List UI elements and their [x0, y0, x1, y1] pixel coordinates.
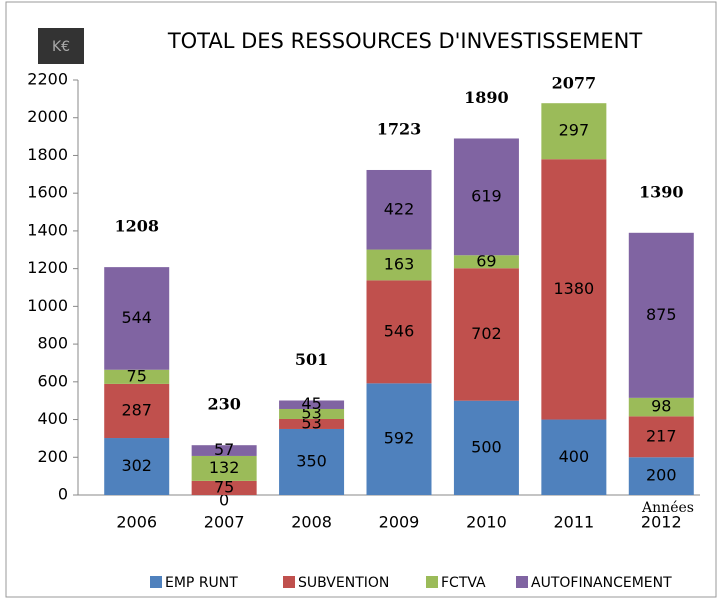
legend-label: EMP RUNT [165, 575, 238, 591]
data-label: 546 [384, 321, 415, 340]
x-tick-label: 2011 [553, 513, 594, 532]
unit-box [38, 28, 84, 64]
legend-label: FCTVA [441, 575, 486, 591]
x-tick-label: 2012 [641, 513, 682, 532]
bar-segment [366, 383, 432, 495]
bar-segment [191, 455, 257, 481]
data-label: 422 [384, 199, 415, 218]
y-tick-label: 2200 [27, 70, 68, 89]
bar-segment [453, 138, 519, 256]
unit-label: K€ [52, 39, 70, 55]
bar-segment [279, 418, 345, 429]
data-label: 98 [651, 397, 671, 416]
total-label: 2077 [552, 74, 597, 93]
bar-segment [366, 280, 432, 384]
bar-segment [104, 267, 170, 370]
y-tick-label: 2000 [27, 107, 68, 126]
data-label: 0 [219, 491, 229, 510]
bar-segment [104, 369, 170, 384]
bar-segment [453, 268, 519, 401]
data-label: 217 [646, 426, 677, 445]
chart-title: TOTAL DES RESSOURCES D'INVESTISSEMENT [167, 29, 642, 53]
data-label: 200 [646, 466, 677, 485]
x-tick-label: 2007 [204, 513, 245, 532]
bar-segment [279, 428, 345, 495]
y-tick-label: 1600 [27, 183, 68, 202]
bar-segment [279, 400, 345, 409]
data-label: 75 [214, 477, 234, 496]
data-label: 132 [209, 458, 240, 477]
x-axis-label: Années [641, 500, 694, 516]
bar-segment [366, 249, 432, 281]
y-tick-label: 200 [37, 447, 68, 466]
data-label: 75 [127, 366, 147, 385]
data-label: 287 [121, 400, 152, 419]
y-tick-label: 800 [37, 334, 68, 353]
x-tick-label: 2010 [466, 513, 507, 532]
data-label: 302 [121, 456, 152, 475]
total-label: 1723 [377, 119, 422, 138]
chart-frame [5, 1, 717, 598]
y-tick-label: 400 [37, 409, 68, 428]
legend-swatch [283, 576, 295, 588]
total-label: 1208 [114, 217, 159, 236]
bar-segment [453, 400, 519, 495]
total-label: 1390 [639, 182, 684, 201]
data-label: 1380 [553, 279, 594, 298]
bar-segment [453, 255, 519, 269]
bar-segment [628, 232, 694, 398]
y-tick-label: 1800 [27, 145, 68, 164]
y-tick-label: 0 [58, 485, 68, 504]
bar-segment [366, 169, 432, 250]
y-tick-label: 1200 [27, 258, 68, 277]
data-label: 45 [301, 394, 321, 413]
bar-segment [628, 397, 694, 417]
legend-swatch [426, 576, 438, 588]
bar-segment [104, 383, 170, 439]
data-label: 619 [471, 186, 502, 205]
data-label: 297 [559, 121, 590, 140]
data-label: 592 [384, 429, 415, 448]
data-label: 875 [646, 305, 677, 324]
bar-segment [191, 445, 257, 456]
total-label: 1890 [464, 88, 509, 107]
legend-swatch [516, 576, 528, 588]
bar-segment [541, 103, 607, 160]
bar-segment [191, 480, 257, 495]
total-label: 501 [295, 350, 328, 369]
y-tick-label: 1400 [27, 220, 68, 239]
x-tick-label: 2009 [379, 513, 420, 532]
data-label: 500 [471, 437, 502, 456]
data-label: 350 [296, 451, 327, 470]
total-label: 230 [207, 395, 240, 414]
legend-swatch [150, 576, 162, 588]
y-tick-label: 600 [37, 371, 68, 390]
x-tick-label: 2006 [116, 513, 157, 532]
bar-segment [541, 419, 607, 495]
data-label: 544 [121, 308, 152, 327]
bar-segment [541, 159, 607, 420]
data-label: 702 [471, 324, 502, 343]
bar-segment [104, 438, 170, 495]
bar-segment [279, 408, 345, 419]
data-label: 400 [559, 447, 590, 466]
data-label: 163 [384, 254, 415, 273]
bar-segment [628, 457, 694, 495]
y-tick-label: 1000 [27, 296, 68, 315]
data-label: 57 [214, 440, 234, 459]
bar-segment [628, 416, 694, 458]
data-label: 69 [476, 251, 496, 270]
legend-label: SUBVENTION [298, 575, 389, 591]
legend-label: AUTOFINANCEMENT [531, 575, 672, 591]
x-tick-label: 2008 [291, 513, 332, 532]
